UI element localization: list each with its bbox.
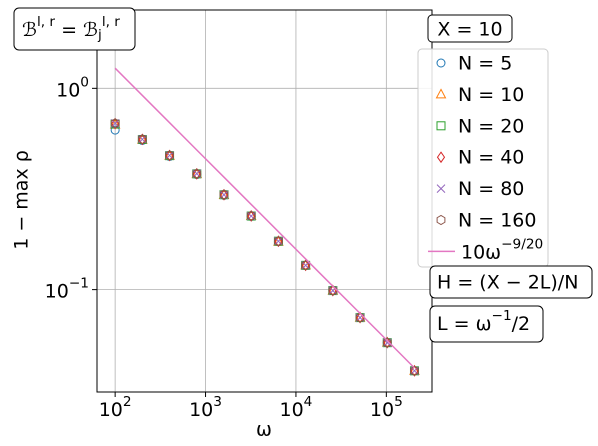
legend-label: N = 20 — [458, 115, 524, 137]
legend-title: X = 10 — [437, 19, 502, 41]
x-tick-label: 102 — [99, 394, 132, 421]
y-tick-label: 10−1 — [45, 276, 89, 303]
grid — [92, 10, 432, 397]
legend-swatch — [436, 121, 446, 131]
y-tick-label: 100 — [56, 74, 89, 101]
point — [355, 312, 365, 323]
point — [137, 134, 147, 145]
annotation-box — [429, 265, 593, 299]
point — [192, 168, 202, 179]
point — [192, 167, 201, 180]
y-axis-label: 1 − max ρ — [11, 150, 33, 250]
x-tick-label: 103 — [189, 394, 222, 421]
legend-label: N = 40 — [458, 147, 524, 169]
legend-swatch — [436, 184, 446, 193]
legend-label: 10ω−9/20 — [461, 236, 543, 263]
point — [328, 285, 338, 296]
point — [111, 117, 120, 130]
plot-area — [97, 10, 432, 392]
point — [382, 337, 392, 348]
annotation: ℬl, r = ℬjl, r — [22, 14, 120, 43]
point — [410, 365, 419, 376]
legend-swatch — [436, 58, 446, 68]
legend-label: N = 80 — [458, 178, 524, 200]
annotation: H = (X − 2L)/N — [437, 272, 578, 294]
x-tick-label: 105 — [370, 394, 403, 421]
point — [274, 236, 283, 247]
annotation-box — [13, 7, 136, 51]
fit-line — [114, 67, 416, 369]
legend-swatch — [436, 214, 446, 226]
point — [110, 125, 120, 135]
legend-label: N = 160 — [458, 210, 536, 232]
x-axis-label: ω — [256, 419, 272, 441]
marks — [109, 67, 420, 377]
x-tick-label: 104 — [279, 394, 312, 421]
annotation: L = ω−1/2 — [437, 308, 530, 335]
legend-swatch — [436, 151, 446, 164]
legend-label: N = 10 — [458, 84, 524, 106]
legend-title-box — [427, 14, 513, 43]
point — [110, 118, 120, 129]
point — [219, 189, 229, 200]
legend-swatch — [435, 88, 447, 99]
annotation-box — [429, 305, 544, 343]
legend: X = 10 N = 5 N = 10 N = 20 N = 40 N = 80 N = 1… — [417, 14, 549, 268]
point — [165, 150, 174, 161]
legend-label: N = 5 — [458, 53, 512, 75]
point — [246, 210, 256, 221]
